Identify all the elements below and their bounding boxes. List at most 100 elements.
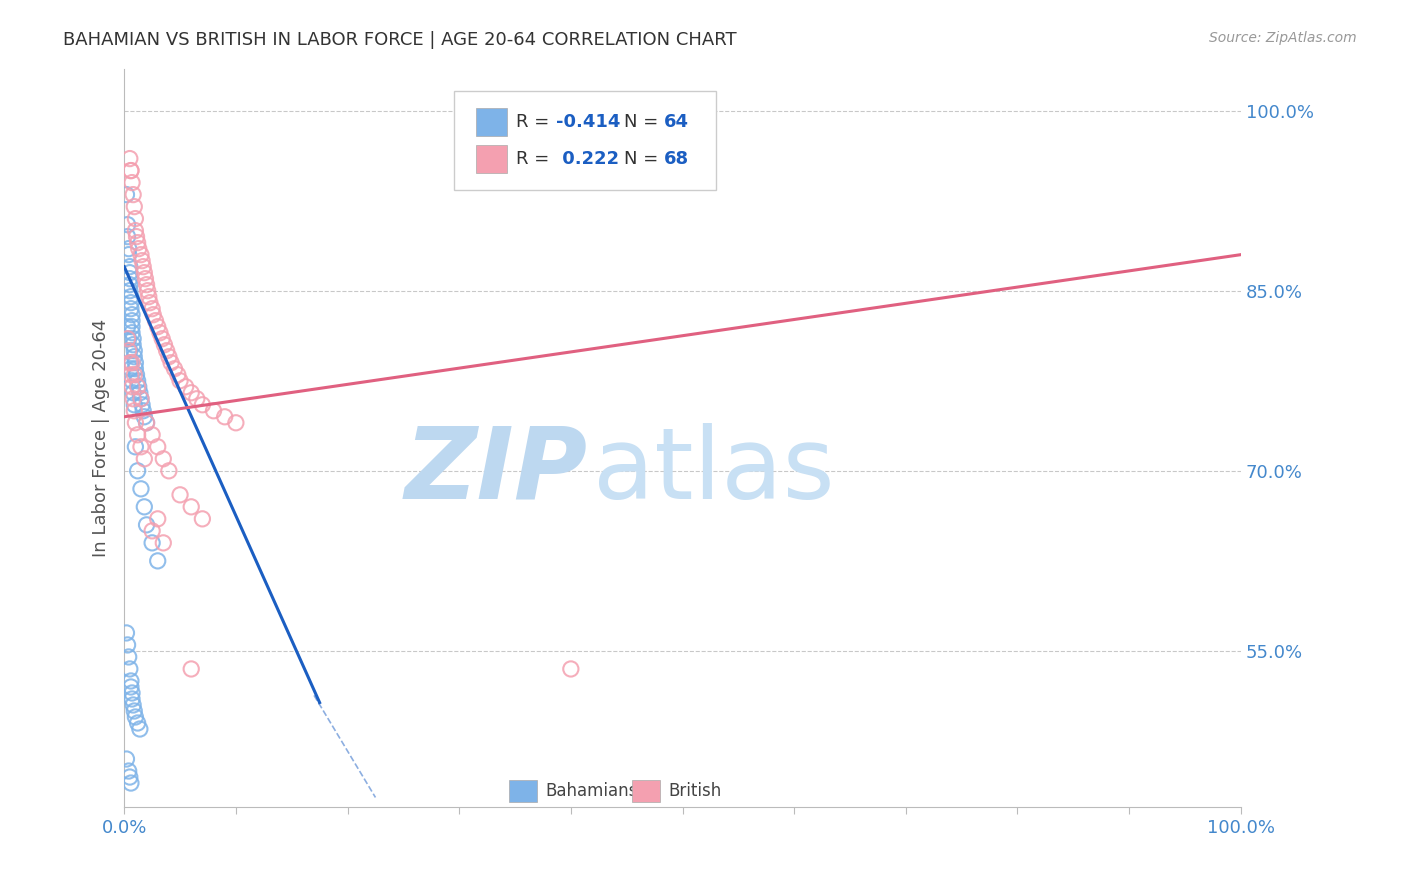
Point (124, 356, 146, 370)
Text: N =: N = (624, 112, 665, 131)
Point (129, 482, 152, 496)
Point (118, 284, 141, 298)
Point (121, 380, 143, 394)
Text: 0.222: 0.222 (557, 150, 620, 168)
Point (214, 409, 236, 424)
Point (122, 187, 145, 202)
Point (124, 361, 146, 376)
Point (118, 343, 141, 358)
Point (139, 295, 162, 310)
Point (127, 427, 149, 442)
Point (145, 314, 167, 328)
Text: British: British (668, 781, 721, 800)
Point (118, 152, 141, 166)
Point (129, 392, 152, 406)
Point (134, 451, 156, 466)
Point (152, 451, 174, 466)
Point (121, 308, 143, 322)
Point (122, 337, 145, 351)
Point (118, 242, 141, 256)
FancyBboxPatch shape (633, 780, 661, 802)
Point (118, 266, 141, 280)
Point (136, 284, 159, 298)
Point (121, 326, 143, 340)
Point (131, 253, 153, 268)
Point (156, 343, 179, 358)
FancyBboxPatch shape (509, 780, 537, 802)
Point (202, 404, 225, 418)
Point (122, 398, 145, 412)
Point (120, 680, 142, 694)
Point (117, 218, 139, 232)
Point (121, 314, 143, 328)
Point (122, 200, 145, 214)
Point (163, 361, 186, 376)
Point (128, 722, 150, 736)
Text: N =: N = (624, 150, 665, 168)
Point (122, 404, 145, 418)
Point (153, 337, 176, 351)
Point (124, 224, 146, 238)
Point (120, 290, 142, 304)
Point (146, 554, 169, 568)
Point (135, 517, 157, 532)
Point (118, 764, 141, 778)
Point (122, 698, 145, 712)
Point (121, 686, 143, 700)
Point (120, 295, 142, 310)
Point (191, 398, 214, 412)
Point (117, 638, 139, 652)
Point (141, 536, 163, 550)
Point (127, 716, 149, 731)
Point (121, 319, 143, 334)
Point (131, 398, 153, 412)
Point (129, 392, 152, 406)
Point (180, 662, 202, 676)
Point (152, 536, 174, 550)
FancyBboxPatch shape (454, 91, 716, 190)
Point (127, 380, 149, 394)
Point (186, 392, 208, 406)
Point (124, 710, 146, 724)
Point (169, 374, 191, 388)
Text: Source: ZipAtlas.com: Source: ZipAtlas.com (1209, 31, 1357, 45)
Point (118, 247, 141, 261)
Point (146, 440, 169, 454)
Point (157, 350, 180, 364)
Point (120, 368, 142, 382)
Text: ZIP: ZIP (405, 423, 588, 519)
Point (124, 211, 146, 226)
Text: Bahamians: Bahamians (546, 781, 637, 800)
Point (118, 277, 141, 292)
Point (120, 776, 142, 790)
Point (141, 427, 163, 442)
Point (142, 308, 165, 322)
Point (125, 229, 148, 244)
Point (560, 662, 582, 676)
Point (124, 440, 146, 454)
Point (118, 271, 141, 285)
Point (134, 266, 156, 280)
Point (134, 271, 156, 285)
Point (141, 524, 163, 538)
Point (121, 374, 143, 388)
Point (134, 500, 156, 514)
FancyBboxPatch shape (477, 145, 508, 173)
Point (121, 692, 143, 706)
Point (118, 649, 141, 664)
Point (118, 356, 141, 370)
Point (122, 332, 145, 346)
Point (118, 260, 141, 274)
Point (122, 368, 145, 382)
Point (174, 380, 197, 394)
Point (120, 301, 142, 316)
Y-axis label: In Labor Force | Age 20-64: In Labor Force | Age 20-64 (93, 318, 110, 557)
Point (117, 319, 139, 334)
Text: 68: 68 (664, 150, 689, 168)
Point (127, 374, 149, 388)
Text: R =: R = (516, 150, 555, 168)
Point (135, 416, 157, 430)
Point (135, 416, 157, 430)
Point (138, 290, 160, 304)
Text: BAHAMIAN VS BRITISH IN LABOR FORCE | AGE 20-64 CORRELATION CHART: BAHAMIAN VS BRITISH IN LABOR FORCE | AGE… (63, 31, 737, 49)
